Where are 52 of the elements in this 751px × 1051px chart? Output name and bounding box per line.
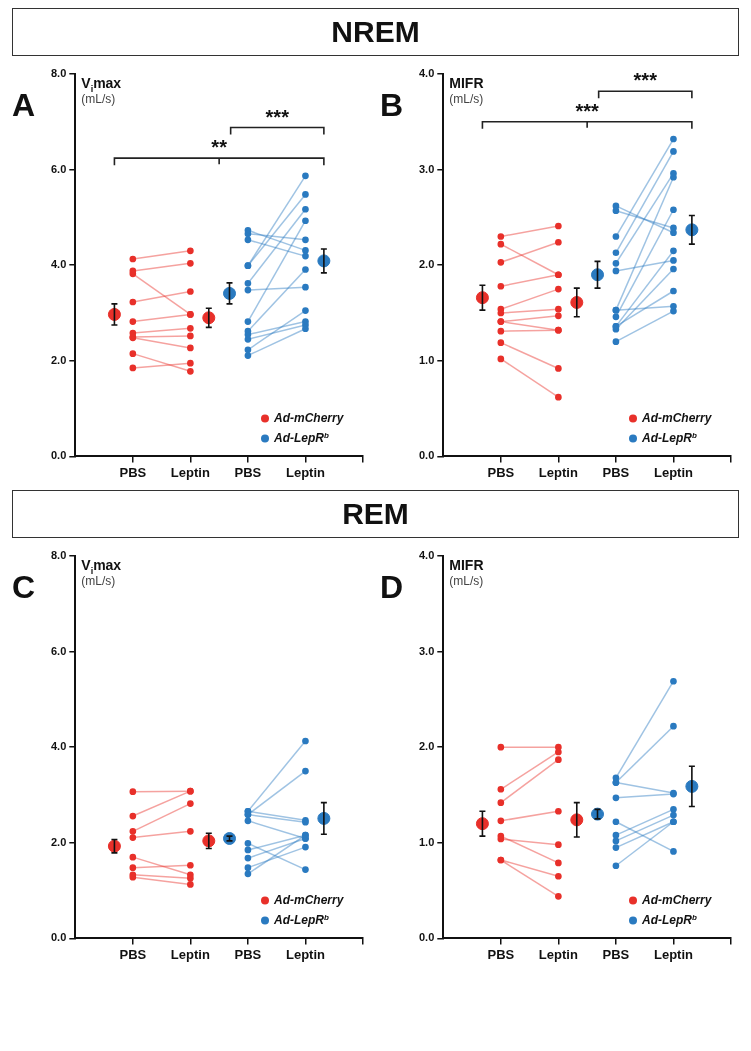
- x-tick-label: PBS: [487, 946, 515, 962]
- annotation: **: [211, 136, 228, 159]
- y-tick-label: 8.0: [50, 549, 67, 562]
- legend-label: Ad-mCherry: [641, 893, 713, 908]
- x-tick-label: PBS: [234, 946, 262, 962]
- annotation: ***: [633, 69, 658, 92]
- chart-title: A: [12, 87, 36, 123]
- annotation: ***: [265, 105, 290, 128]
- y-tick-label: 3.0: [418, 162, 435, 175]
- x-tick-label: PBS: [602, 464, 630, 480]
- y-tick-label: 0.0: [418, 449, 435, 462]
- x-tick-label: Leptin: [285, 464, 326, 480]
- legend-label: Ad-mCherry: [641, 411, 713, 426]
- y-axis-title: MIFR (mL/s): [449, 75, 484, 106]
- x-tick-label: Leptin: [170, 464, 210, 480]
- x-tick-label: Leptin: [285, 946, 326, 962]
- y-tick-label: 1.0: [418, 835, 435, 848]
- y-tick-label: 4.0: [418, 549, 435, 562]
- chart-subtitle: REM: [12, 490, 739, 538]
- x-tick-label: Leptin: [170, 946, 210, 962]
- y-tick-label: 6.0: [50, 644, 67, 657]
- legend-label: Ad-mCherry: [273, 411, 345, 426]
- y-tick-label: 4.0: [418, 67, 435, 80]
- x-tick-label: Leptin: [538, 464, 578, 480]
- chart-title: C: [12, 569, 36, 605]
- x-tick-label: Leptin: [653, 464, 694, 480]
- y-tick-label: 4.0: [50, 740, 67, 753]
- chart-title: B: [380, 87, 404, 123]
- annotation: ***: [575, 99, 600, 122]
- x-tick-label: PBS: [119, 946, 147, 962]
- x-tick-label: PBS: [602, 946, 630, 962]
- x-tick-label: Leptin: [538, 946, 578, 962]
- y-tick-label: 6.0: [50, 162, 67, 175]
- y-tick-label: 0.0: [418, 931, 435, 944]
- chart-title: D: [380, 569, 404, 605]
- y-axis-title: MIFR (mL/s): [449, 557, 484, 588]
- y-tick-label: 2.0: [418, 258, 435, 271]
- x-tick-label: Leptin: [653, 946, 694, 962]
- y-tick-label: 0.0: [50, 931, 67, 944]
- y-tick-label: 0.0: [50, 449, 67, 462]
- x-tick-label: PBS: [234, 464, 262, 480]
- y-tick-label: 8.0: [50, 67, 67, 80]
- y-tick-label: 3.0: [418, 644, 435, 657]
- x-tick-label: PBS: [487, 464, 515, 480]
- legend-label: Ad-mCherry: [273, 893, 345, 908]
- y-tick-label: 2.0: [418, 740, 435, 753]
- y-tick-label: 2.0: [50, 835, 67, 848]
- y-tick-label: 4.0: [50, 258, 67, 271]
- y-tick-label: 2.0: [50, 353, 67, 366]
- chart-subtitle: NREM: [12, 8, 739, 56]
- x-tick-label: PBS: [119, 464, 147, 480]
- y-tick-label: 1.0: [418, 353, 435, 366]
